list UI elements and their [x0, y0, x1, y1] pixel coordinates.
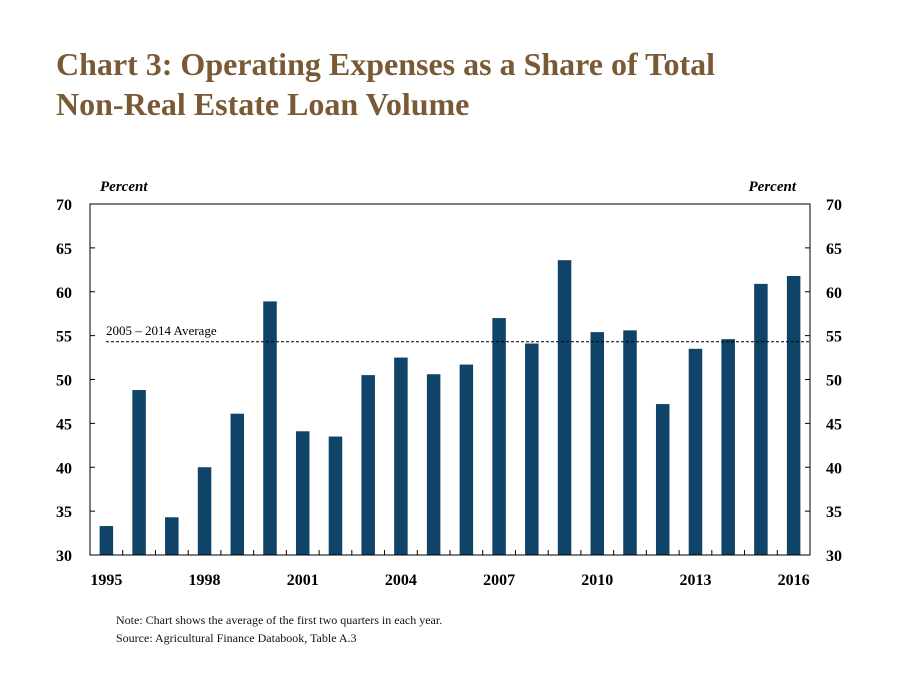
- bar-2007: [492, 318, 506, 555]
- y-axis-right: 30 35 40 45 50 55 60 65 70: [805, 197, 842, 565]
- y-tick-label-left: 30: [56, 548, 72, 565]
- chart-title-line-1: Chart 3: Operating Expenses as a Share o…: [56, 46, 716, 82]
- bar-1997: [165, 517, 179, 555]
- x-axis: 1995 1998 2001 2004 2007 2010 2013 2016: [89, 550, 811, 589]
- bar-1995: [99, 526, 114, 555]
- bar-2004: [394, 357, 408, 555]
- bar-2012: [655, 404, 670, 555]
- y-tick-label-right: 50: [826, 373, 842, 390]
- bar-2003: [361, 375, 375, 555]
- bar-2006: [459, 364, 474, 555]
- bar-2010: [590, 332, 605, 555]
- y-tick-label-left: 55: [56, 329, 72, 346]
- x-tick-label-2007: 2007: [483, 572, 515, 589]
- y-tick-label-left: 70: [56, 197, 72, 214]
- chart-source: Source: Agricultural Finance Databook, T…: [116, 631, 357, 645]
- x-tick-label-2004: 2004: [385, 572, 417, 589]
- bar-2005: [426, 374, 441, 555]
- chart-title-line-2: Non-Real Estate Loan Volume: [56, 86, 470, 122]
- x-tick-label-2001: 2001: [287, 572, 319, 589]
- bar-2000: [263, 301, 277, 555]
- bar-1999: [230, 413, 245, 555]
- bar-2015: [754, 283, 768, 555]
- bar-2016: [786, 275, 801, 555]
- x-tick-label-2013: 2013: [679, 572, 711, 589]
- y-tick-label-left: 45: [56, 416, 72, 433]
- y-tick-label-right: 30: [826, 548, 842, 565]
- x-tick-label-2016: 2016: [778, 572, 810, 589]
- y-tick-label-right: 70: [826, 197, 842, 214]
- y-tick-label-right: 60: [826, 285, 842, 302]
- bars-group: [99, 260, 801, 555]
- y-axis-left-label: Percent: [100, 179, 148, 195]
- bar-1996: [132, 390, 146, 555]
- y-tick-label-left: 40: [56, 460, 72, 477]
- chart-title: Chart 3: Operating Expenses as a Share o…: [56, 44, 856, 124]
- y-tick-label-right: 35: [826, 504, 842, 521]
- bar-2011: [623, 330, 637, 555]
- bar-2008: [525, 343, 539, 555]
- y-tick-label-right: 45: [826, 416, 842, 433]
- x-tick-label-2010: 2010: [581, 572, 613, 589]
- bar-2013: [688, 348, 703, 555]
- y-tick-label-right: 55: [826, 329, 842, 346]
- bar-2001: [295, 431, 310, 555]
- chart-notes: Note: Chart shows the average of the fir…: [116, 611, 442, 647]
- y-tick-label-right: 40: [826, 460, 842, 477]
- y-tick-label-left: 60: [56, 285, 72, 302]
- y-tick-label-left: 65: [56, 241, 72, 258]
- bar-2014: [721, 339, 735, 555]
- y-tick-label-right: 65: [826, 241, 842, 258]
- bar-2002: [328, 436, 343, 555]
- y-axis-right-label: Percent: [749, 179, 797, 195]
- y-axis-left: 30 35 40 45 50 55 60 65 70: [56, 197, 95, 565]
- y-tick-label-left: 50: [56, 373, 72, 390]
- x-tick-label-1998: 1998: [189, 572, 221, 589]
- x-tick-label-1995: 1995: [90, 572, 122, 589]
- average-reference-label: 2005 – 2014 Average: [106, 323, 217, 338]
- chart-note: Note: Chart shows the average of the fir…: [116, 613, 443, 627]
- y-tick-label-left: 35: [56, 504, 72, 521]
- bar-2009: [557, 260, 572, 555]
- bar-1998: [197, 467, 212, 555]
